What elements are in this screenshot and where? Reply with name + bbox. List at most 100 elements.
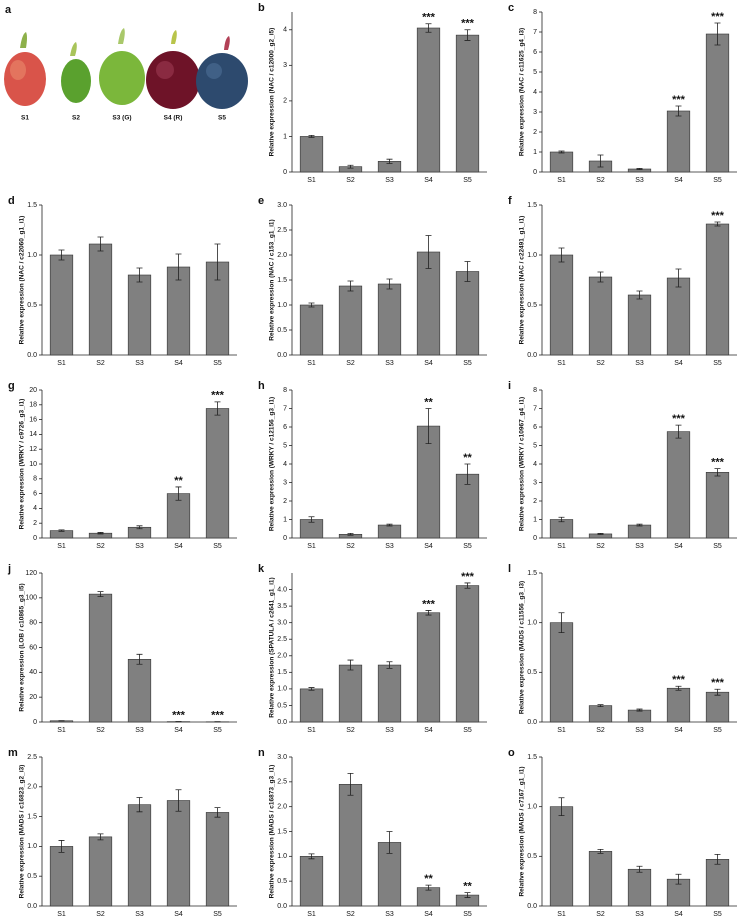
y-tick-label: 2: [283, 498, 287, 505]
bar: [627, 524, 652, 539]
y-tick-label: 6: [533, 49, 537, 56]
bar: [338, 664, 363, 723]
y-axis-label: Relative expression (WRKY / c9726_g3_i1): [19, 399, 26, 530]
error-bar: [714, 853, 721, 865]
x-tick-label: S3: [635, 360, 644, 367]
y-tick-label: 60: [29, 644, 37, 651]
y-tick-label: 0.0: [277, 903, 287, 910]
error-bar: [597, 704, 604, 708]
bar: [299, 304, 324, 356]
y-tick-label: 20: [29, 694, 37, 701]
panel-letter: l: [508, 563, 511, 575]
y-tick-label: 0.0: [277, 719, 287, 726]
bar: [166, 800, 191, 907]
error-bar: [425, 610, 432, 616]
y-tick-label: 0.5: [527, 302, 537, 309]
y-tick-label: 20: [29, 387, 37, 394]
y-tick-label: 3: [533, 479, 537, 486]
x-tick-label: S3: [135, 360, 144, 367]
y-axis-label: Relative expression (NAC / c22060_g1_i1): [19, 216, 26, 345]
y-tick-label: 7: [283, 405, 287, 412]
significance-mark: ***: [461, 18, 475, 30]
x-tick-label: S2: [596, 911, 605, 918]
x-tick-label: S3: [385, 911, 394, 918]
y-axis-label: Relative expression (LOB / c10865_g3_i5): [19, 583, 26, 711]
error-bar: [347, 532, 354, 536]
y-tick-label: 5: [533, 442, 537, 449]
x-tick-label: S2: [596, 360, 605, 367]
bar: [88, 593, 113, 723]
y-tick-label: 1.0: [527, 620, 537, 627]
y-tick-label: 1.5: [277, 277, 287, 284]
bar: [588, 705, 613, 723]
y-tick-label: 0.5: [277, 878, 287, 885]
y-tick-label: 0.5: [527, 853, 537, 860]
bar: [705, 223, 730, 356]
bar: [705, 859, 730, 907]
stage-label: S5: [218, 115, 226, 122]
bar: [549, 806, 574, 907]
y-tick-label: 2.5: [277, 779, 287, 786]
y-tick-label: 6: [533, 424, 537, 431]
x-tick-label: S5: [463, 727, 472, 734]
x-tick-label: S5: [213, 543, 222, 550]
y-tick-label: 1.5: [527, 754, 537, 761]
bar: [416, 27, 441, 173]
error-bar: [386, 661, 393, 669]
bar: [49, 254, 74, 356]
panel-letter: e: [258, 195, 264, 207]
x-tick-label: S3: [135, 543, 144, 550]
error-bar: [464, 582, 471, 589]
y-tick-label: 3.5: [277, 603, 287, 610]
x-tick-label: S1: [307, 727, 316, 734]
y-tick-label: 18: [29, 402, 37, 409]
error-bar: [214, 401, 221, 416]
significance-mark: ***: [672, 413, 686, 425]
bar: [299, 688, 324, 723]
bar: [455, 585, 480, 723]
x-tick-label: S5: [713, 360, 722, 367]
y-tick-label: 3.0: [277, 202, 287, 209]
x-tick-label: S5: [463, 911, 472, 918]
panel-letter: i: [508, 380, 511, 392]
error-bar: [636, 865, 643, 873]
significance-mark: ***: [422, 12, 436, 24]
error-bar: [308, 687, 315, 691]
bar: [705, 472, 730, 539]
y-tick-label: 3.0: [277, 754, 287, 761]
y-tick-label: 2.0: [277, 804, 287, 811]
panel-letter: f: [508, 195, 512, 207]
significance-mark: ***: [211, 390, 225, 402]
x-tick-label: S3: [385, 177, 394, 184]
y-tick-label: 8: [533, 387, 537, 394]
bar: [127, 804, 152, 907]
x-tick-label: S4: [174, 727, 183, 734]
error-bar: [214, 243, 221, 281]
x-tick-label: S3: [385, 360, 394, 367]
error-bar: [675, 105, 682, 117]
y-tick-label: 2.5: [27, 754, 37, 761]
y-tick-label: 1.5: [277, 828, 287, 835]
y-tick-label: 4: [283, 27, 287, 34]
error-bar: [386, 831, 393, 854]
y-tick-label: 2.0: [27, 784, 37, 791]
bar: [588, 276, 613, 356]
significance-mark: ***: [711, 677, 725, 689]
error-bar: [58, 529, 65, 532]
bar: [627, 709, 652, 723]
x-tick-label: S4: [424, 543, 433, 550]
panel-letter: m: [8, 747, 18, 759]
x-tick-label: S4: [674, 543, 683, 550]
y-tick-label: 10: [29, 461, 37, 468]
y-axis-label: Relative expression (MADS / c7167_g1_i1): [519, 766, 526, 896]
error-bar: [347, 280, 354, 292]
x-tick-label: S2: [346, 911, 355, 918]
x-tick-label: S1: [557, 360, 566, 367]
error-bar: [558, 247, 565, 263]
y-tick-label: 0: [533, 169, 537, 176]
x-tick-label: S4: [424, 177, 433, 184]
y-tick-label: 4: [533, 461, 537, 468]
x-tick-label: S3: [385, 727, 394, 734]
y-axis-label: Relative expression (WRKY / c10967_g4_i1…: [519, 397, 526, 531]
y-tick-label: 40: [29, 669, 37, 676]
